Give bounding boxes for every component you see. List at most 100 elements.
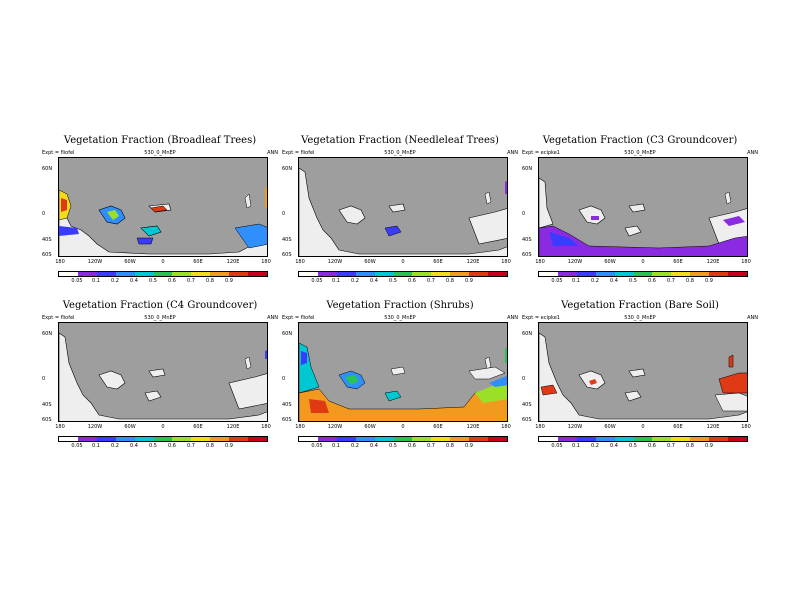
colorbar-segment	[633, 437, 653, 441]
y-tick-label: 40S	[282, 402, 292, 408]
colorbar-label: 0.05	[71, 278, 83, 284]
colorbar-segment	[728, 437, 747, 441]
x-tick-label: 180	[261, 259, 271, 265]
baresoil-west	[540, 384, 558, 396]
colorbar-segment	[172, 437, 192, 441]
x-tick-label: 180	[261, 424, 271, 430]
colorbar-segment	[450, 272, 470, 276]
y-tick-label: 60N	[282, 331, 293, 337]
y-tick-label: 0	[42, 211, 46, 217]
colorbar-label: 0.6	[648, 278, 656, 284]
land-west	[59, 332, 267, 421]
colorbar	[298, 436, 508, 442]
y-tick-label: 0	[522, 211, 526, 217]
run-label: 530_0_MnEP	[144, 150, 176, 156]
colorbar-label: 0.5	[389, 278, 397, 284]
land-australia	[628, 203, 646, 213]
panel-title: Vegetation Fraction (Shrubs)	[326, 300, 474, 311]
broadleaf-west-band	[59, 226, 79, 236]
shrubs-east	[475, 385, 507, 403]
colorbar-label: 0.6	[648, 443, 656, 449]
colorbar-segment	[172, 272, 192, 276]
panel-title: Vegetation Fraction (Needleleaf Trees)	[301, 135, 499, 146]
x-tick-label: 120W	[567, 259, 583, 265]
colorbar-segment	[210, 272, 230, 276]
season-label: ANN	[507, 315, 518, 321]
colorbar-segment	[633, 272, 653, 276]
colorbar-label: 0.7	[187, 278, 195, 284]
colorbar-label: 0.05	[551, 443, 563, 449]
land-africa	[338, 205, 366, 225]
x-tick-label: 60E	[673, 259, 683, 265]
land-sam	[144, 390, 162, 402]
colorbar-segment	[299, 272, 318, 276]
colorbar-label: 0.1	[332, 278, 340, 284]
colorbar-segment	[652, 272, 672, 276]
colorbar-segment	[134, 437, 154, 441]
x-tick-label: 60W	[604, 424, 616, 430]
season-label: ANN	[507, 150, 518, 156]
colorbar-segment	[450, 437, 470, 441]
colorbar-label: 0.4	[610, 443, 618, 449]
shrubs-east-c	[484, 356, 492, 370]
colorbar-label: 0.05	[71, 443, 83, 449]
shrubs-africa-core	[345, 375, 359, 385]
y-tick-label: 60S	[522, 417, 532, 423]
y-tick-label: 60S	[522, 252, 532, 258]
colorbar-label: 0.8	[206, 443, 214, 449]
broadleaf-sam-2	[136, 237, 154, 245]
colorbar-label: 0.6	[408, 443, 416, 449]
baresoil-east-b	[728, 354, 734, 368]
colorbar-label: 0.2	[351, 443, 359, 449]
broadleaf-asia	[150, 205, 168, 213]
land-east-b	[244, 356, 252, 370]
colorbar-segment	[134, 272, 154, 276]
shrubs-west	[299, 342, 320, 394]
colorbar-segment	[355, 272, 375, 276]
colorbar-label: 0.9	[465, 443, 473, 449]
colorbar-segment	[77, 272, 97, 276]
broadleaf-east	[234, 223, 267, 249]
colorbar-segment	[210, 437, 230, 441]
colorbar-label: 0.4	[610, 278, 618, 284]
x-tick-label: 120W	[327, 424, 343, 430]
season-label: ANN	[267, 315, 278, 321]
colorbar-segment	[614, 272, 634, 276]
x-tick-label: 180	[741, 259, 751, 265]
colorbar-segment	[728, 272, 747, 276]
shrubs-east-b	[489, 375, 507, 387]
x-tick-label: 0	[161, 259, 165, 265]
land-australia	[388, 203, 406, 213]
experiment-label: Expt = fliofel	[42, 315, 75, 321]
needleleaf-east	[505, 181, 507, 194]
colorbar-segment	[115, 437, 135, 441]
x-tick-label: 120E	[466, 424, 480, 430]
colorbar-segment	[191, 272, 211, 276]
y-tick-label: 60N	[42, 331, 53, 337]
run-label: 530_0_MnEP	[384, 315, 416, 321]
colorbar-label: 0.8	[206, 278, 214, 284]
experiment-label: Expt = ecipke1	[522, 315, 560, 321]
colorbar-segment	[153, 272, 173, 276]
colorbar-segment	[557, 437, 577, 441]
colorbar-label: 0.9	[225, 278, 233, 284]
land-australia	[148, 368, 166, 378]
colorbar-segment	[488, 437, 507, 441]
colorbar-label: 0.2	[591, 278, 599, 284]
shrubs-australia	[390, 366, 406, 376]
colorbar-segment	[690, 437, 710, 441]
run-label: 530_0_MnEP	[144, 315, 176, 321]
colorbar-segment	[652, 437, 672, 441]
x-tick-label: 120E	[226, 424, 240, 430]
x-tick-label: 0	[401, 424, 405, 430]
colorbar-segment	[317, 437, 337, 441]
land-australia	[628, 368, 646, 378]
land-west	[299, 167, 507, 256]
y-tick-label: 0	[42, 376, 46, 382]
colorbar-label: 0.2	[591, 443, 599, 449]
map-panel-broadleaf: Vegetation Fraction (Broadleaf Trees) Ex…	[40, 135, 280, 295]
shrubs-sam	[384, 390, 402, 402]
colorbar-label: 0.8	[446, 443, 454, 449]
map-area	[298, 157, 508, 257]
x-tick-label: 120E	[706, 259, 720, 265]
